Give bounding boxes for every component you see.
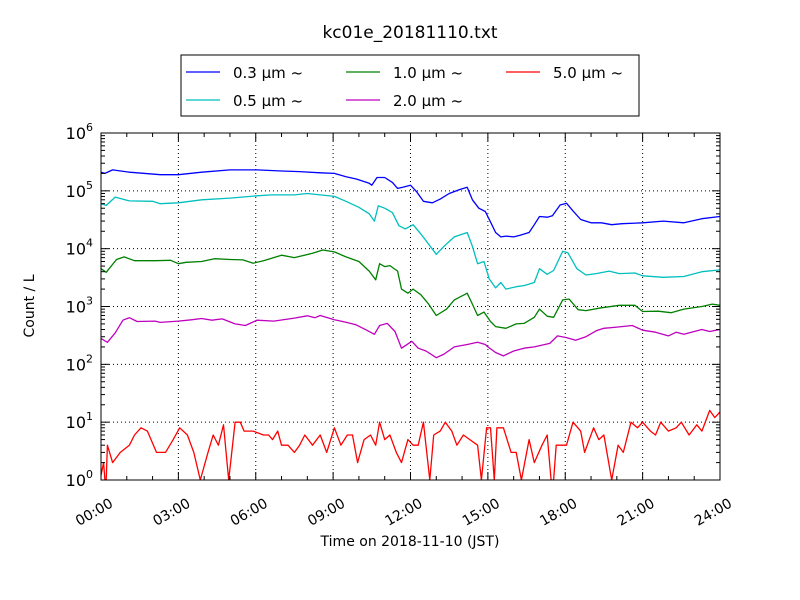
series-line-5.0 (101, 409, 720, 480)
y-tick-base: 10 (66, 298, 86, 317)
x-tick-label: 21:00 (615, 496, 658, 530)
x-tick-label: 03:00 (150, 496, 193, 530)
y-tick-exponent: 0 (86, 468, 93, 481)
y-tick-label: 105 (66, 179, 93, 201)
x-axis-label: Time on 2018-11-10 (JST) (320, 534, 500, 550)
ticks (100, 132, 721, 481)
y-tick-base: 10 (66, 413, 86, 432)
series-line-2.0 (101, 314, 720, 359)
y-tick-base: 10 (66, 471, 86, 490)
y-tick-label: 101 (66, 410, 93, 432)
y-tick-base: 10 (66, 182, 86, 201)
y-tick-label: 102 (66, 352, 93, 374)
x-tick-label: 18:00 (537, 496, 580, 530)
y-tick-label: 106 (66, 121, 93, 143)
legend: 0.3 μm ~ 0.5 μm ~ 1.0 μm ~ 2.0 μm ~ 5.0 μm ~ (180, 54, 640, 117)
y-tick-base: 10 (66, 355, 86, 374)
x-tick-label: 12:00 (383, 496, 426, 530)
plot-area (101, 169, 720, 480)
series-line-0.5 (101, 192, 720, 290)
x-tick-label: 06:00 (228, 496, 271, 530)
x-tick-label: 24:00 (692, 496, 735, 530)
y-tick-exponent: 2 (86, 352, 93, 365)
y-tick-label: 100 (66, 468, 93, 490)
y-tick-exponent: 6 (86, 121, 93, 134)
legend-box (180, 54, 640, 117)
y-axis-label: Count / L (22, 274, 38, 337)
x-tick-label: 15:00 (460, 496, 503, 530)
y-tick-base: 10 (66, 240, 86, 259)
y-tick-exponent: 4 (86, 237, 93, 250)
series-line-1.0 (101, 249, 720, 329)
x-tick-labels: 00:00 03:00 06:00 09:00 12:00 15:00 18:00 21:00… (73, 496, 735, 530)
x-tick-label: 09:00 (305, 496, 348, 530)
y-tick-base: 10 (66, 124, 86, 143)
y-tick-label: 104 (66, 237, 93, 259)
y-tick-exponent: 3 (86, 295, 93, 308)
legend-label: 5.0 μm ~ (553, 64, 623, 82)
legend-label: 1.0 μm ~ (393, 64, 463, 82)
legend-label: 0.3 μm ~ (233, 64, 303, 82)
legend-label: 2.0 μm ~ (393, 92, 463, 110)
x-tick-label: 00:00 (73, 496, 116, 530)
y-tick-label: 103 (66, 295, 93, 317)
y-tick-exponent: 1 (86, 410, 93, 423)
legend-label: 0.5 μm ~ (233, 92, 303, 110)
y-tick-exponent: 5 (86, 179, 93, 192)
series-line-0.3 (101, 169, 720, 238)
chart-title: kc01e_20181110.txt (322, 23, 497, 43)
